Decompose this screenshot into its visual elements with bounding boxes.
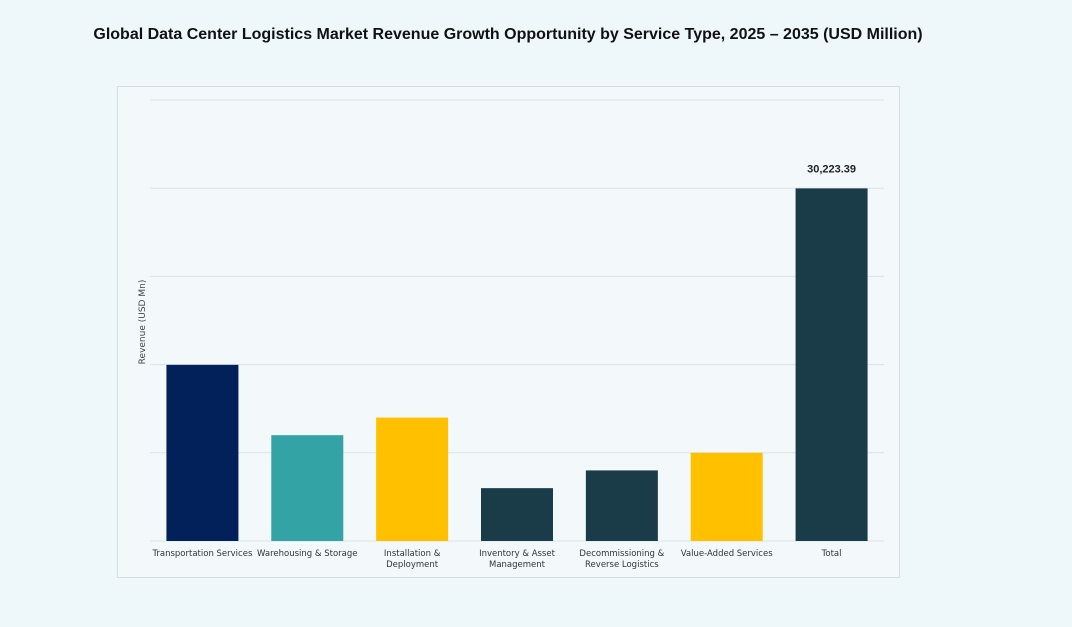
bar bbox=[271, 435, 344, 541]
bar bbox=[481, 488, 553, 541]
x-tick-label: Transportation Services bbox=[151, 549, 252, 559]
x-tick-label: Installation & Deployment bbox=[384, 549, 441, 570]
value-labels: 30,223.39 bbox=[807, 163, 856, 175]
bar bbox=[166, 364, 239, 541]
bar bbox=[376, 417, 449, 541]
bar bbox=[795, 188, 868, 541]
bar bbox=[690, 452, 763, 541]
x-tick-label: Inventory & Asset Management bbox=[479, 549, 556, 570]
x-tick-label: Total bbox=[821, 549, 842, 559]
data-label: 30,223.39 bbox=[807, 163, 856, 175]
x-tick-label: Decommissioning & Reverse Logistics bbox=[579, 549, 664, 570]
bar bbox=[585, 470, 658, 541]
y-axis-title: Revenue (USD Mn) bbox=[138, 280, 148, 365]
x-tick-label: Value-Added Services bbox=[681, 549, 773, 559]
chart-title: Global Data Center Logistics Market Reve… bbox=[93, 26, 923, 43]
gridlines bbox=[150, 99, 884, 542]
x-tick-label: Warehousing & Storage bbox=[257, 549, 357, 559]
category-labels: Transportation Services Warehousing & Sto… bbox=[151, 549, 841, 570]
bars bbox=[166, 188, 868, 541]
